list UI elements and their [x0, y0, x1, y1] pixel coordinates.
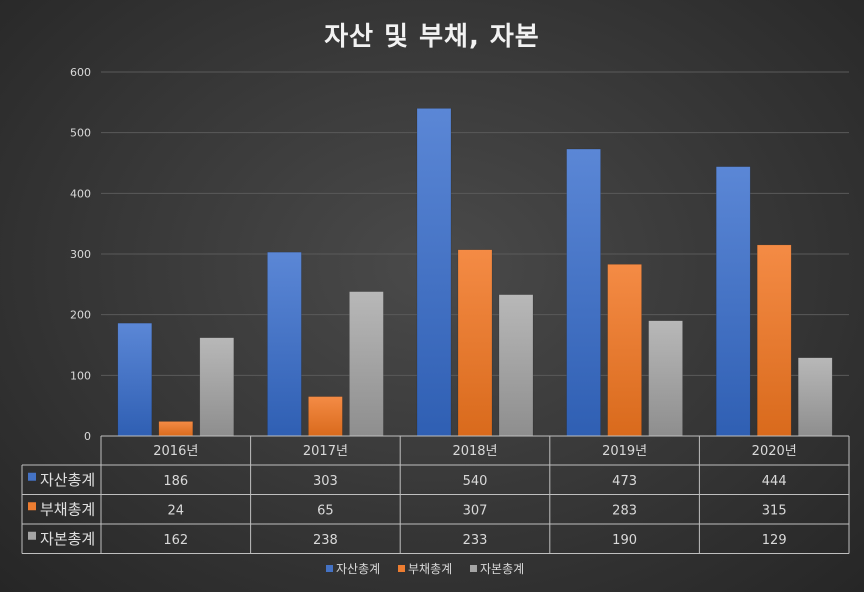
data-label: 129	[762, 533, 787, 548]
y-axis-ticks: 0 100 200 300 400 500 600	[70, 66, 91, 443]
data-label: 444	[762, 474, 787, 489]
bars	[117, 108, 833, 437]
data-label: 283	[612, 503, 637, 518]
row-label: 자산총계	[40, 471, 95, 489]
data-label: 24	[168, 503, 185, 518]
data-label: 303	[313, 474, 338, 489]
data-label: 186	[163, 474, 188, 489]
row-key-자산총계	[28, 472, 36, 481]
bar-부채총계-2019년	[607, 264, 642, 437]
legend-swatch	[326, 565, 333, 572]
row-key-자본총계	[28, 531, 36, 540]
legend: 자산총계 부채총계 자본총계	[326, 562, 524, 576]
category-label: 2017년	[303, 444, 348, 459]
bar-자산총계-2016년	[117, 322, 153, 437]
data-label: 540	[463, 474, 488, 489]
data-label: 190	[612, 533, 637, 548]
legend-swatch	[470, 565, 477, 572]
y-tick-label: 400	[70, 187, 91, 200]
row-label: 자본총계	[40, 530, 95, 548]
y-tick-label: 300	[70, 248, 91, 261]
data-label: 233	[463, 533, 488, 548]
bar-부채총계-2018년	[457, 249, 493, 437]
category-label: 2020년	[752, 444, 797, 459]
category-label: 2018년	[452, 444, 497, 459]
legend-label: 자본총계	[480, 562, 524, 576]
bar-부채총계-2020년	[756, 244, 792, 437]
y-tick-label: 200	[70, 309, 91, 322]
y-tick-label: 500	[70, 127, 91, 140]
bar-자본총계-2016년	[199, 337, 235, 437]
y-tick-label: 600	[70, 66, 91, 79]
bar-자본총계-2017년	[349, 291, 384, 437]
data-label: 315	[762, 503, 787, 518]
legend-label: 부채총계	[408, 562, 452, 576]
bar-자산총계-2020년	[715, 166, 751, 437]
category-label: 2019년	[602, 444, 647, 459]
bar-자산총계-2019년	[566, 148, 601, 437]
bar-자산총계-2017년	[267, 251, 302, 437]
data-label: 307	[463, 503, 488, 518]
row-key-부채총계	[28, 502, 36, 511]
bar-자산총계-2018년	[416, 108, 452, 437]
category-label: 2016년	[153, 444, 198, 459]
bar-자본총계-2019년	[648, 320, 683, 437]
data-label: 473	[612, 474, 637, 489]
bar-자본총계-2018년	[498, 294, 534, 437]
row-label: 부채총계	[40, 500, 95, 518]
data-label: 238	[313, 533, 338, 548]
bar-부채총계-2017년	[308, 396, 343, 437]
bar-부채총계-2016년	[158, 421, 194, 437]
y-tick-label: 100	[70, 369, 91, 382]
data-label: 162	[163, 533, 188, 548]
bar-자본총계-2020년	[797, 357, 833, 437]
legend-label: 자산총계	[336, 562, 380, 576]
data-label: 65	[317, 503, 334, 518]
legend-swatch	[398, 565, 405, 572]
chart-title: 자산 및 부채, 자본	[324, 22, 540, 52]
y-tick-label: 0	[84, 430, 91, 443]
